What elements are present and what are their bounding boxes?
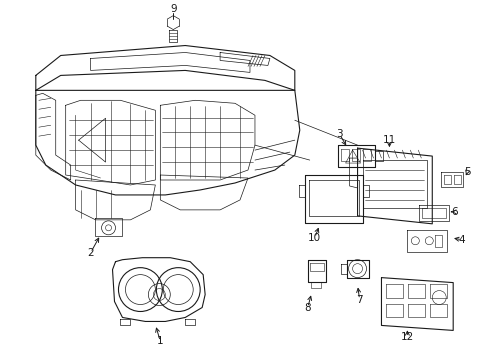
Text: 7: 7	[356, 294, 362, 305]
Text: 2: 2	[87, 248, 94, 258]
Text: 4: 4	[458, 235, 465, 245]
Text: 8: 8	[304, 302, 310, 312]
Text: 6: 6	[450, 207, 457, 217]
Text: 9: 9	[170, 4, 176, 14]
Text: 3: 3	[336, 129, 342, 139]
Text: 1: 1	[157, 336, 163, 346]
Text: 11: 11	[382, 135, 395, 145]
Text: 10: 10	[307, 233, 321, 243]
Text: 5: 5	[463, 167, 469, 177]
Text: 12: 12	[400, 332, 413, 342]
